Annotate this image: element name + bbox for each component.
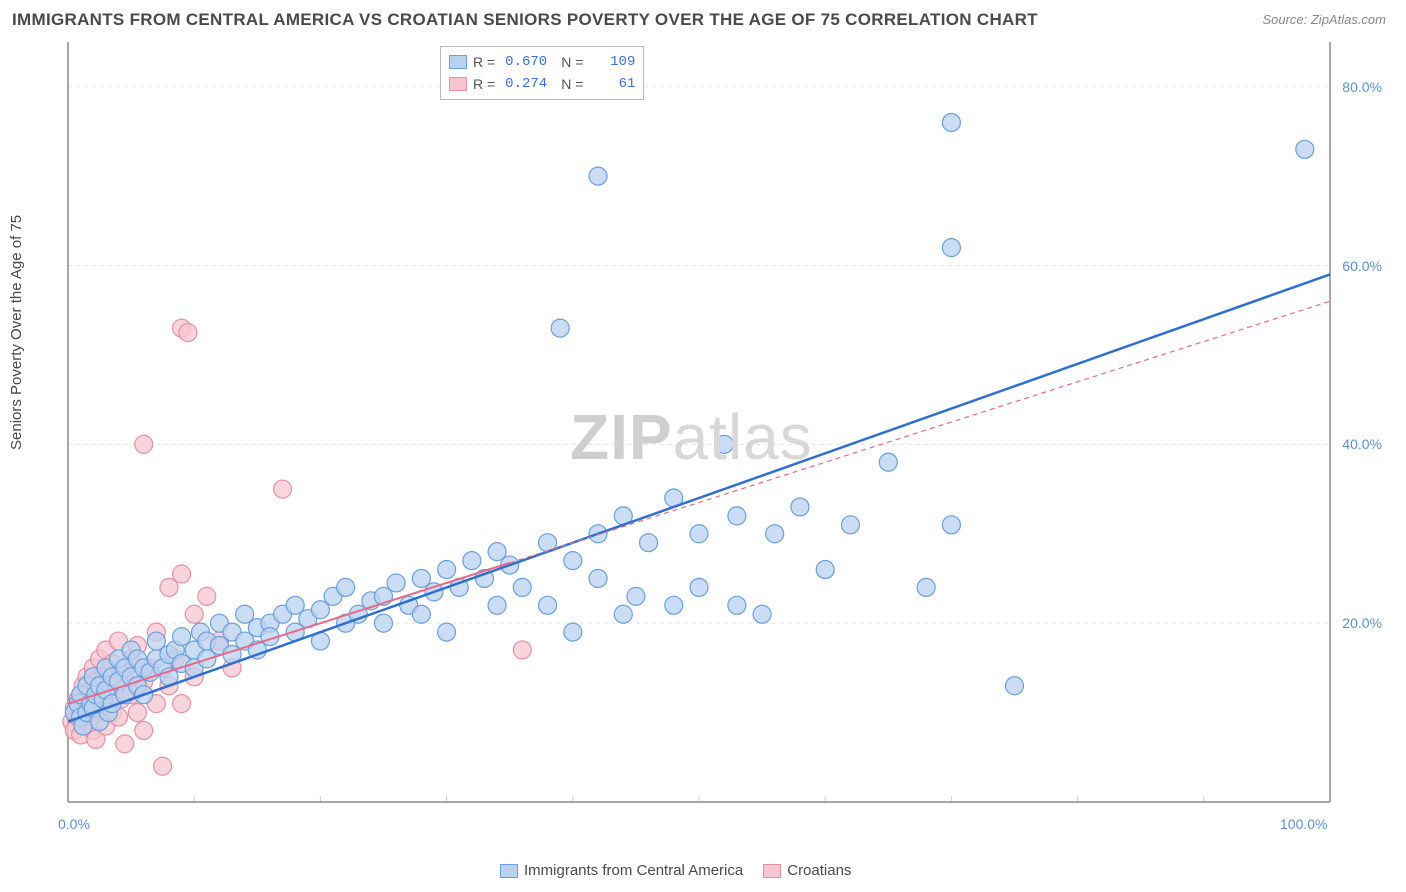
legend-n-value: 61: [589, 73, 635, 95]
chart-title: IMMIGRANTS FROM CENTRAL AMERICA VS CROAT…: [12, 10, 1038, 30]
legend-n-label: N =: [561, 73, 583, 95]
source-attribution: Source: ZipAtlas.com: [1262, 12, 1386, 27]
x-tick-label: 100.0%: [1280, 816, 1327, 832]
source-link[interactable]: ZipAtlas.com: [1311, 12, 1386, 27]
legend-series: Croatians: [763, 862, 851, 879]
legend-r-label: R =: [473, 73, 495, 95]
y-axis-label: Seniors Poverty Over the Age of 75: [8, 215, 25, 450]
legend-n-label: N =: [561, 51, 583, 73]
legend-r-label: R =: [473, 51, 495, 73]
legend-series: Immigrants from Central America: [500, 862, 743, 879]
legend-swatch: [500, 864, 518, 878]
legend-swatch: [763, 864, 781, 878]
y-tick-label: 80.0%: [1332, 79, 1382, 95]
x-tick-label: 0.0%: [58, 816, 90, 832]
y-tick-label: 40.0%: [1332, 436, 1382, 452]
y-tick-label: 20.0%: [1332, 615, 1382, 631]
legend-row: R = 0.670 N = 109: [449, 51, 635, 73]
legend-swatch: [449, 77, 467, 91]
legend-row: R = 0.274 N = 61: [449, 73, 635, 95]
y-tick-label: 60.0%: [1332, 258, 1382, 274]
legend-n-value: 109: [589, 51, 635, 73]
legend-r-value: 0.670: [501, 51, 547, 73]
source-prefix: Source:: [1262, 12, 1310, 27]
legend-series-name: Immigrants from Central America: [524, 862, 743, 879]
legend-swatch: [449, 55, 467, 69]
legend-r-value: 0.274: [501, 73, 547, 95]
scatter-plot: [60, 42, 1380, 842]
correlation-legend: R = 0.670 N = 109 R = 0.274 N = 61: [440, 46, 644, 100]
series-legend: Immigrants from Central America Croatians: [500, 862, 851, 879]
legend-series-name: Croatians: [787, 862, 851, 879]
